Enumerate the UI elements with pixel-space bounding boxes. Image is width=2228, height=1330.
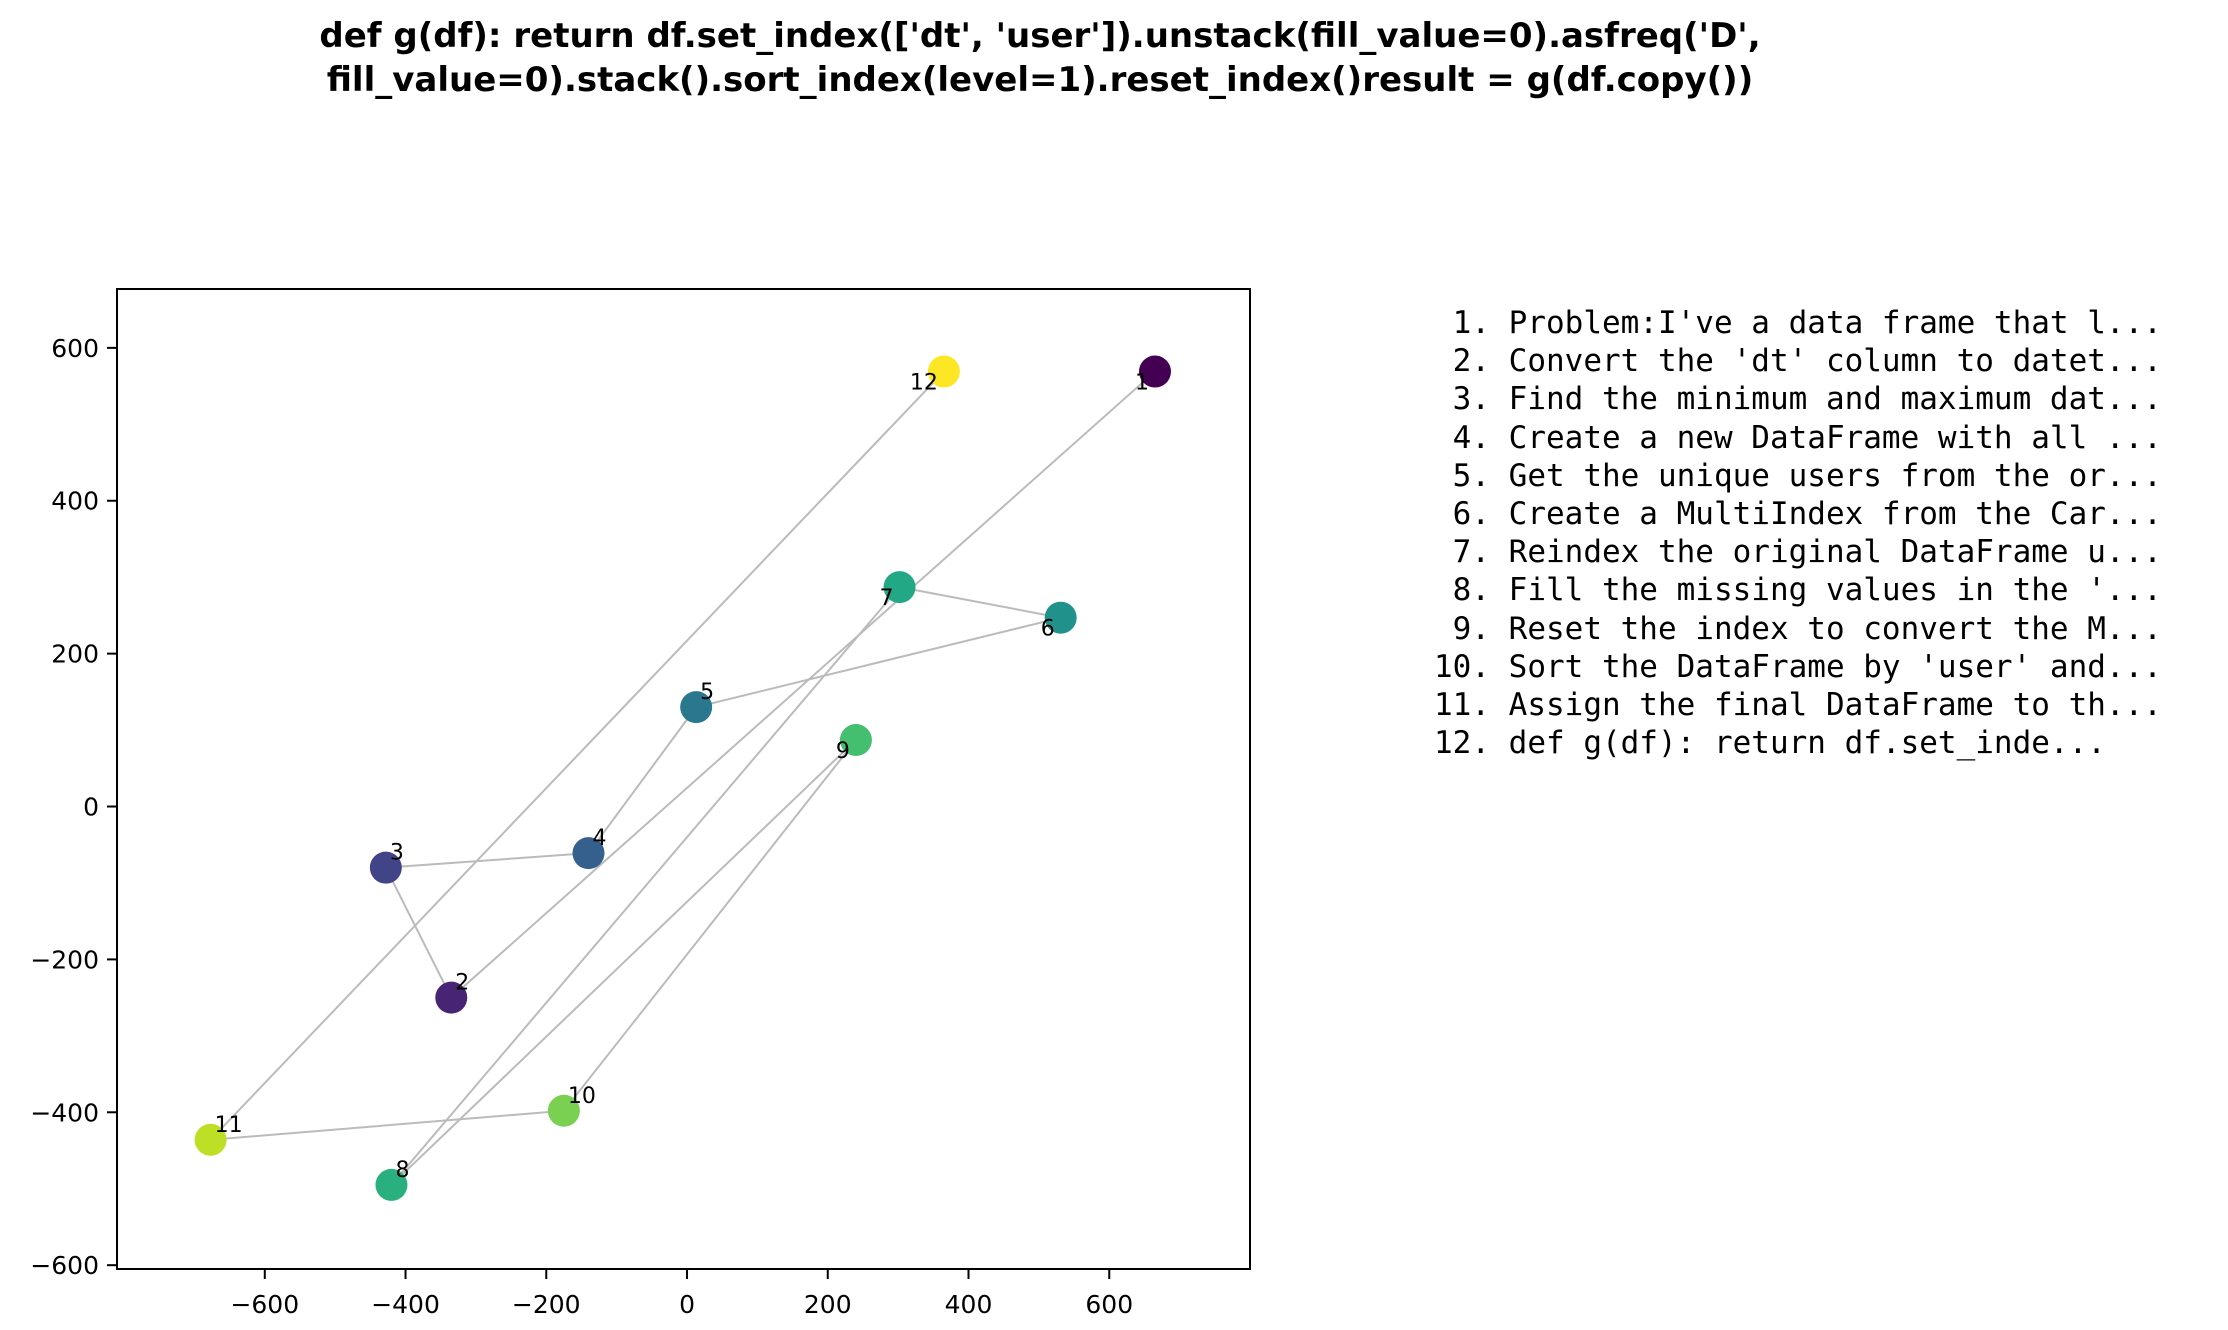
y-tick-label: 0 xyxy=(83,793,99,822)
step-number: 1. xyxy=(1452,305,1490,341)
data-point-7 xyxy=(883,571,916,604)
y-tick-label: 600 xyxy=(51,334,99,363)
data-point-5 xyxy=(680,691,713,724)
step-text: Assign the final DataFrame to th... xyxy=(1490,686,2162,723)
point-label-1: 1 xyxy=(1135,371,1149,396)
connector-line-1 xyxy=(450,370,1156,999)
data-point-4 xyxy=(572,837,605,870)
step-number: 4. xyxy=(1452,419,1490,456)
point-label-2: 2 xyxy=(455,971,469,996)
point-label-6: 6 xyxy=(1041,617,1055,642)
y-tick-label: −600 xyxy=(30,1251,99,1280)
step-text: Find the minimum and maximum dat... xyxy=(1490,381,2162,418)
connector-line-6 xyxy=(899,586,1061,619)
step-item: 10. Sort the DataFrame by 'user' and... xyxy=(1400,648,2162,686)
step-text: Convert the 'dt' column to datet... xyxy=(1490,343,2162,380)
step-number: 12. xyxy=(1434,725,1490,762)
data-point-6 xyxy=(1044,601,1077,634)
point-label-3: 3 xyxy=(390,841,404,866)
step-text: Reindex the original DataFrame u... xyxy=(1490,534,2162,571)
step-number: 5. xyxy=(1452,457,1490,494)
step-item: 9. Reset the index to convert the M... xyxy=(1400,610,2162,648)
y-tick-label: −400 xyxy=(30,1098,99,1127)
connector-lines xyxy=(209,370,1156,1186)
step-number: 9. xyxy=(1452,610,1490,647)
step-text: Create a MultiIndex from the Car... xyxy=(1490,495,2162,532)
data-point-9 xyxy=(839,724,872,757)
step-number: 2. xyxy=(1452,343,1490,380)
step-text: Create a new DataFrame with all ... xyxy=(1490,419,2162,456)
step-item: 3. Find the minimum and maximum dat... xyxy=(1400,380,2162,418)
x-tick-label: −400 xyxy=(371,1290,440,1319)
point-label-5: 5 xyxy=(700,680,714,705)
step-text: Get the unique users from the or... xyxy=(1490,457,2162,494)
steps-list: 1. Problem:I've a data frame that l... 2.… xyxy=(1400,304,2162,762)
axes-frame xyxy=(116,288,1251,1270)
data-point-3 xyxy=(369,851,402,884)
data-point-2 xyxy=(435,981,468,1014)
connector-line-10 xyxy=(210,1109,564,1141)
data-point-12 xyxy=(927,355,960,388)
step-item: 11. Assign the final DataFrame to th... xyxy=(1400,686,2162,724)
connector-line-4 xyxy=(587,706,697,854)
connector-line-2 xyxy=(384,867,453,999)
step-item: 12. def g(df): return df.set_inde... xyxy=(1400,724,2162,762)
y-tick-label: 400 xyxy=(51,487,99,516)
data-point-10 xyxy=(547,1094,580,1127)
x-tick-label: 200 xyxy=(804,1290,852,1319)
point-label-10: 10 xyxy=(568,1084,596,1109)
step-text: Sort the DataFrame by 'user' and... xyxy=(1490,648,2162,685)
x-axis-ticks: −600 −400 −200 0 200 400 600 xyxy=(230,1269,1133,1319)
point-label-8: 8 xyxy=(395,1158,409,1183)
data-points xyxy=(194,355,1171,1201)
step-number: 11. xyxy=(1434,686,1490,723)
point-label-11: 11 xyxy=(215,1113,243,1138)
x-tick-label: 600 xyxy=(1085,1290,1133,1319)
point-label-9: 9 xyxy=(836,739,850,764)
data-point-11 xyxy=(194,1123,227,1156)
x-tick-label: −200 xyxy=(512,1290,581,1319)
step-item: 2. Convert the 'dt' column to datet... xyxy=(1400,342,2162,380)
y-tick-label: 200 xyxy=(51,640,99,669)
step-item: 6. Create a MultiIndex from the Car... xyxy=(1400,495,2162,533)
point-label-7: 7 xyxy=(880,586,894,611)
chart-title-line-1: def g(df): return df.set_index(['dt', 'u… xyxy=(319,16,1761,56)
step-number: 7. xyxy=(1452,534,1490,571)
step-item: 1. Problem:I've a data frame that l... xyxy=(1400,304,2162,342)
chart-title-line-2: fill_value=0).stack().sort_index(level=1… xyxy=(326,60,1754,100)
step-text: Problem:I've a data frame that l... xyxy=(1490,305,2162,341)
chart-title: def g(df): return df.set_index(['dt', 'u… xyxy=(0,14,2080,102)
step-number: 6. xyxy=(1452,495,1490,532)
step-item: 4. Create a new DataFrame with all ... xyxy=(1400,419,2162,457)
step-number: 10. xyxy=(1434,648,1490,685)
step-item: 8. Fill the missing values in the '... xyxy=(1400,571,2162,609)
point-label-4: 4 xyxy=(592,826,606,851)
x-tick-label: −600 xyxy=(230,1290,299,1319)
connector-line-9 xyxy=(563,739,857,1112)
x-tick-label: 400 xyxy=(945,1290,993,1319)
connector-line-7 xyxy=(390,586,901,1186)
data-point-1 xyxy=(1138,355,1171,388)
connector-line-8 xyxy=(390,739,857,1186)
connector-line-11 xyxy=(209,370,945,1141)
data-point-8 xyxy=(375,1168,408,1201)
x-tick-label: 0 xyxy=(679,1290,695,1319)
step-number: 3. xyxy=(1452,381,1490,418)
connector-line-3 xyxy=(385,852,589,869)
y-tick-label: −200 xyxy=(30,945,99,974)
point-label-12: 12 xyxy=(910,371,938,396)
step-text: def g(df): return df.set_inde... xyxy=(1490,725,2106,762)
step-text: Fill the missing values in the '... xyxy=(1490,572,2162,609)
step-text: Reset the index to convert the M... xyxy=(1490,610,2162,647)
step-item: 5. Get the unique users from the or... xyxy=(1400,457,2162,495)
step-item: 7. Reindex the original DataFrame u... xyxy=(1400,533,2162,571)
y-axis-ticks: −600 −400 −200 0 200 400 600 xyxy=(30,334,117,1280)
connector-line-5 xyxy=(695,616,1061,709)
step-number: 8. xyxy=(1452,572,1490,609)
